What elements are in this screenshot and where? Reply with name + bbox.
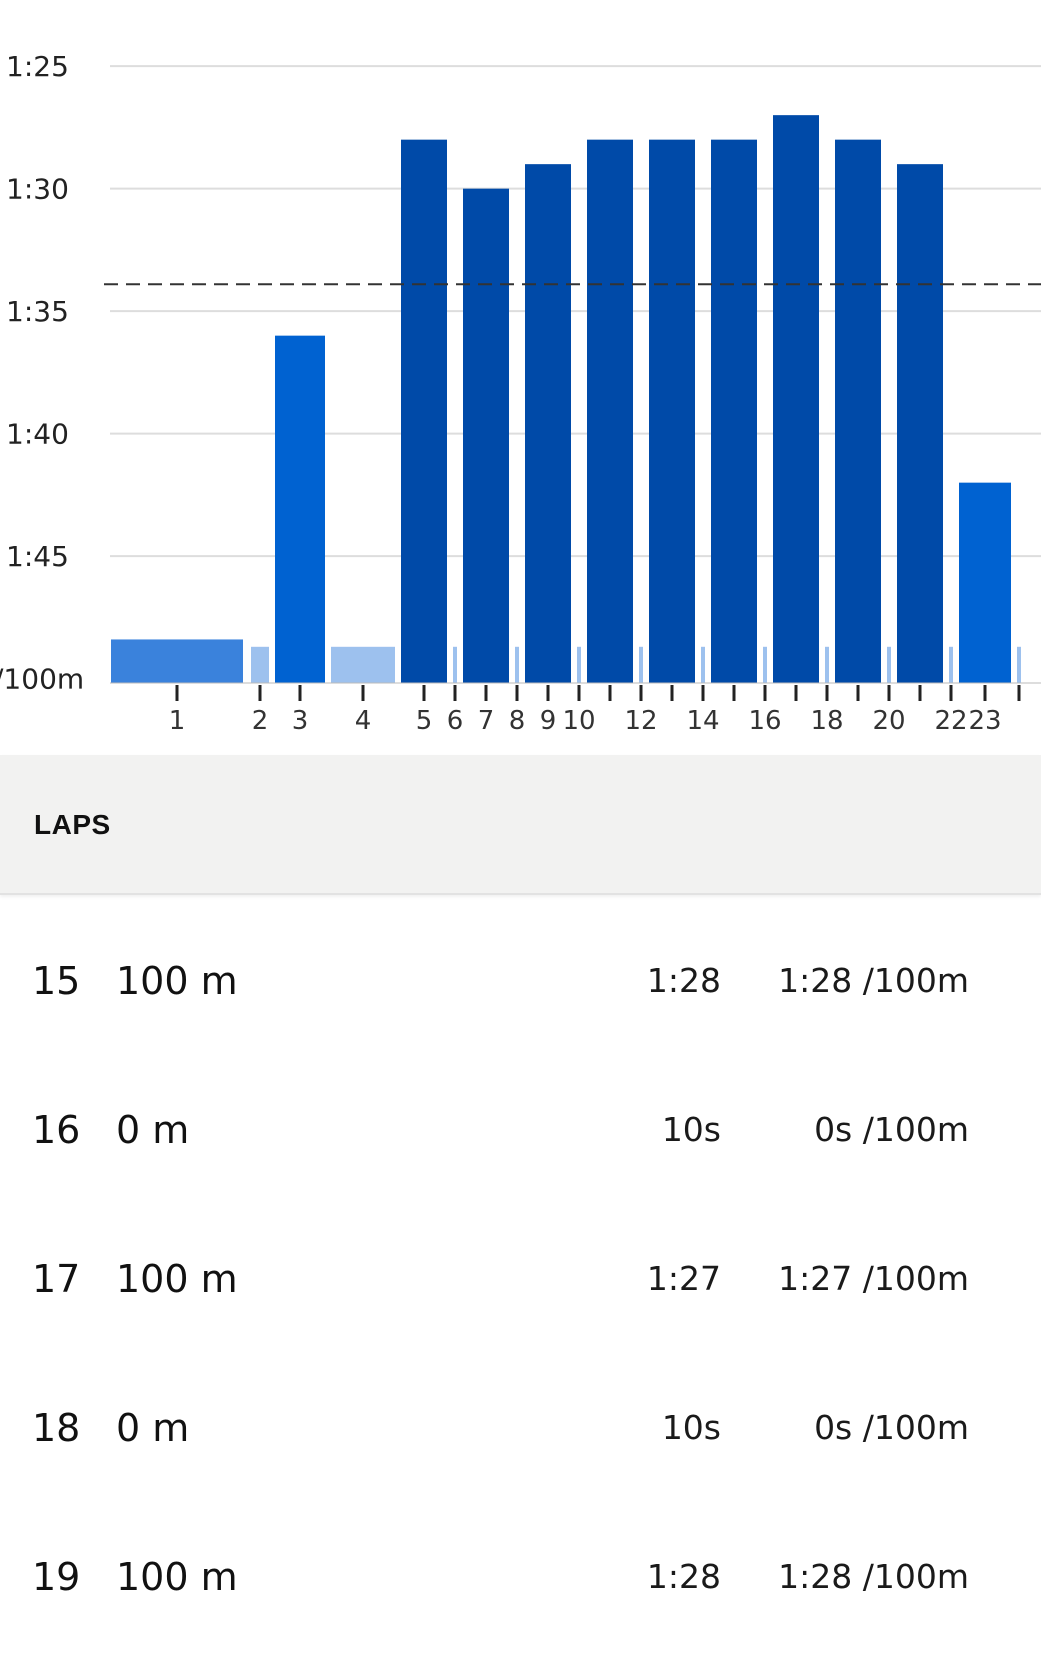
bar-lap-1[interactable] bbox=[111, 639, 243, 683]
x-tick-label: 23 bbox=[968, 706, 1001, 736]
x-tick-label: 20 bbox=[872, 706, 905, 736]
lap-row[interactable]: 19 100 m 1:28 1:28 /100m bbox=[0, 1491, 1041, 1640]
x-tick-label: 9 bbox=[540, 706, 557, 736]
lap-pace: 0s /100m bbox=[814, 1110, 969, 1149]
bar-lap-16[interactable] bbox=[763, 646, 767, 683]
x-tick-label: 18 bbox=[810, 706, 843, 736]
y-tick-label: /100m bbox=[0, 663, 84, 696]
lap-pace: 1:28 /100m bbox=[778, 1557, 969, 1596]
bar-lap-6[interactable] bbox=[453, 646, 457, 683]
lap-row[interactable]: 16 0 m 10s 0s /100m bbox=[0, 1044, 1041, 1193]
lap-pace: 1:28 /100m bbox=[778, 961, 969, 1000]
lap-row[interactable]: 15 100 m 1:28 1:28 /100m bbox=[0, 895, 1041, 1044]
bar-lap-15[interactable] bbox=[711, 139, 757, 683]
pace-chart[interactable]: 1:25 1:30 1:35 1:40 1:45/100m 1 2 3 4 5 6 7 8 9 10 12 14… bbox=[0, 0, 1041, 755]
lap-distance: 0 m bbox=[116, 1406, 190, 1450]
lap-time: 10s bbox=[661, 1110, 721, 1149]
bar-lap-10[interactable] bbox=[577, 646, 581, 683]
lap-number: 19 bbox=[32, 1555, 81, 1599]
y-tick-label: 1:25 bbox=[6, 50, 69, 83]
lap-number: 16 bbox=[32, 1108, 81, 1152]
bar-lap-3[interactable] bbox=[275, 335, 325, 683]
bar-lap-23[interactable] bbox=[959, 482, 1011, 683]
bar-lap-21[interactable] bbox=[897, 164, 943, 683]
x-tick-label: 3 bbox=[292, 706, 309, 736]
lap-row[interactable]: 17 100 m 1:27 1:27 /100m bbox=[0, 1193, 1041, 1342]
lap-distance: 100 m bbox=[116, 959, 238, 1003]
lap-distance: 0 m bbox=[116, 1108, 190, 1152]
lap-number: 18 bbox=[32, 1406, 81, 1450]
bar-lap-9[interactable] bbox=[525, 164, 571, 683]
x-tick-label: 7 bbox=[478, 706, 495, 736]
lap-pace: 1:27 /100m bbox=[778, 1259, 969, 1298]
laps-section-header: LAPS bbox=[0, 755, 1041, 895]
x-tick-label: 12 bbox=[624, 706, 657, 736]
y-tick-label: 1:45 bbox=[6, 540, 69, 573]
bar-lap-22[interactable] bbox=[949, 646, 953, 683]
bar-lap-8[interactable] bbox=[515, 646, 519, 683]
bar-lap-2[interactable] bbox=[251, 646, 269, 683]
x-tick-label: 14 bbox=[686, 706, 719, 736]
lap-time: 1:27 bbox=[646, 1259, 721, 1298]
bar-lap-4[interactable] bbox=[331, 646, 395, 683]
x-tick-label: 2 bbox=[252, 706, 269, 736]
x-tick-label: 22 bbox=[934, 706, 967, 736]
bar-lap-20[interactable] bbox=[887, 646, 891, 683]
lap-time: 1:28 bbox=[646, 961, 721, 1000]
lap-time: 10s bbox=[661, 1408, 721, 1447]
lap-list[interactable]: 15 100 m 1:28 1:28 /100m 16 0 m 10s 0s /… bbox=[0, 895, 1041, 1640]
lap-number: 15 bbox=[32, 959, 81, 1003]
lap-distance: 100 m bbox=[116, 1257, 238, 1301]
bar-lap-11[interactable] bbox=[587, 139, 633, 683]
lap-row[interactable]: 18 0 m 10s 0s /100m bbox=[0, 1342, 1041, 1491]
x-tick-label: 6 bbox=[447, 706, 464, 736]
bar-lap-12[interactable] bbox=[639, 646, 643, 683]
bar-lap-18[interactable] bbox=[825, 646, 829, 683]
lap-time: 1:28 bbox=[646, 1557, 721, 1596]
x-tick-label: 4 bbox=[355, 706, 372, 736]
bar-lap-5[interactable] bbox=[401, 139, 447, 683]
x-tick-label: 5 bbox=[416, 706, 433, 736]
bar-lap-7[interactable] bbox=[463, 188, 509, 683]
bar-lap-14[interactable] bbox=[701, 646, 705, 683]
x-tick-label: 8 bbox=[509, 706, 526, 736]
bar-lap-19[interactable] bbox=[835, 139, 881, 683]
lap-number: 17 bbox=[32, 1257, 81, 1301]
x-tick-label: 16 bbox=[748, 706, 781, 736]
bar-lap-24[interactable] bbox=[1017, 646, 1021, 683]
bar-lap-17[interactable] bbox=[773, 115, 819, 683]
x-tick-label: 10 bbox=[562, 706, 595, 736]
lap-pace: 0s /100m bbox=[814, 1408, 969, 1447]
lap-distance: 100 m bbox=[116, 1555, 238, 1599]
x-tick-label: 1 bbox=[169, 706, 186, 736]
y-tick-label: 1:40 bbox=[6, 418, 69, 451]
laps-title: LAPS bbox=[34, 809, 111, 840]
y-tick-label: 1:30 bbox=[6, 173, 69, 206]
bar-lap-13[interactable] bbox=[649, 139, 695, 683]
y-tick-label: 1:35 bbox=[6, 295, 69, 328]
